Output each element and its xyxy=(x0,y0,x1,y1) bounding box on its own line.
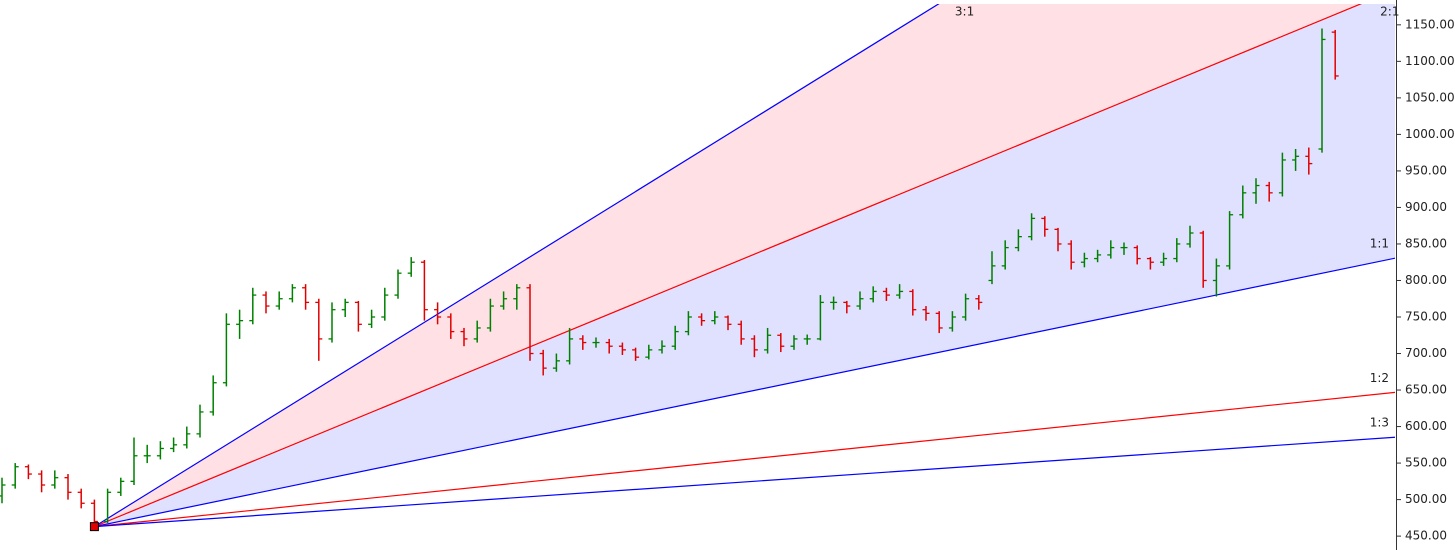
y-tick-label: 600.00 xyxy=(1405,419,1447,433)
fan-label: 1:2 xyxy=(1370,371,1389,385)
fan-fill xyxy=(94,4,1395,527)
y-tick-label: 1150.00 xyxy=(1405,17,1455,31)
y-tick-label: 650.00 xyxy=(1405,383,1447,397)
fan-origin xyxy=(89,522,99,532)
price-bars xyxy=(0,28,1339,527)
fan-lines xyxy=(94,4,1395,528)
fan-line xyxy=(94,4,1363,528)
y-tick-label: 1000.00 xyxy=(1405,127,1455,141)
fan-line xyxy=(94,436,1395,528)
y-tick-label: 850.00 xyxy=(1405,236,1447,250)
fan-label: 1:3 xyxy=(1370,416,1389,430)
y-tick-label: 500.00 xyxy=(1405,492,1447,506)
y-tick-label: 900.00 xyxy=(1405,200,1447,214)
y-tick-label: 700.00 xyxy=(1405,346,1447,360)
y-tick-label: 950.00 xyxy=(1405,163,1447,177)
y-axis: 450.00 500.00 550.00 600.00 650.00 700.00 750.… xyxy=(1396,0,1455,550)
y-tick-label: 750.00 xyxy=(1405,309,1447,323)
fan-line xyxy=(94,257,1395,528)
y-tick-label: 550.00 xyxy=(1405,456,1447,470)
y-tick-label: 1100.00 xyxy=(1405,54,1455,68)
y-tick-label: 1050.00 xyxy=(1405,90,1455,104)
fan-label: 3:1 xyxy=(955,5,974,19)
y-tick-label: 450.00 xyxy=(1405,529,1447,543)
fan-line xyxy=(94,391,1395,528)
fan-label: 1:1 xyxy=(1370,237,1389,251)
y-tick-label: 800.00 xyxy=(1405,273,1447,287)
fan-label: 2:1 xyxy=(1380,5,1399,19)
